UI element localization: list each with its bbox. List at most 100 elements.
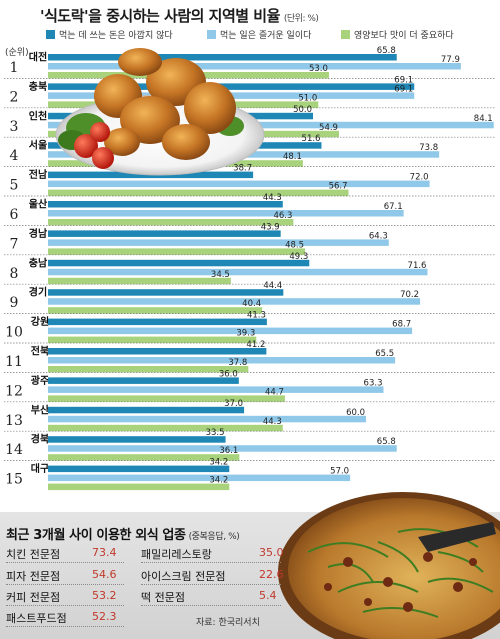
bar-series-3: [48, 424, 283, 432]
unit-label: (단위: %): [283, 14, 319, 24]
region-label: 충남: [29, 256, 48, 269]
bar-series-3: [48, 219, 294, 226]
bar-series-2: [48, 63, 461, 70]
rank-number: 9: [10, 295, 19, 311]
legend-swatch-3: [341, 29, 350, 39]
region-label: 전북: [31, 345, 49, 358]
value-label: 34.2: [209, 458, 228, 468]
bar-series-1: [48, 83, 415, 90]
value-label: 65.8: [377, 46, 396, 56]
bar-series-1: [48, 406, 245, 414]
value-label: 50.0: [293, 105, 312, 115]
value-label: 54.9: [319, 123, 338, 133]
bar-series-3: [48, 454, 240, 461]
bar-series-1: [48, 201, 283, 208]
value-label: 64.3: [369, 231, 388, 241]
bar-series-2: [48, 327, 413, 335]
restaurant-item: 치킨 전문점 73.4: [6, 546, 117, 562]
bar-series-1: [48, 318, 267, 326]
value-label: 51.6: [302, 134, 321, 144]
row-divider: [6, 605, 124, 606]
bar-series-1: [48, 377, 239, 384]
bar-series-1: [48, 54, 397, 61]
bar-series-2: [48, 298, 421, 305]
region-label: 대전: [29, 51, 47, 64]
bar-series-1: [48, 436, 226, 443]
region-label: 경기: [29, 286, 47, 299]
rank-number: 6: [10, 207, 19, 223]
restaurant-item: 패밀리레스토랑 35.0: [141, 546, 284, 562]
rank-number: 14: [5, 442, 23, 458]
restaurant-name: 피자 전문점: [6, 570, 61, 583]
value-label: 48.1: [283, 152, 302, 162]
value-label: 44.3: [263, 417, 282, 427]
value-label: 53.0: [309, 64, 328, 74]
value-label: 65.5: [375, 349, 394, 359]
region-label: 충북: [29, 80, 47, 93]
value-label: 40.4: [242, 299, 261, 309]
value-label: 39.3: [236, 329, 255, 339]
bar-series-1: [48, 465, 230, 473]
rank-number: 3: [10, 119, 19, 135]
value-label: 63.3: [364, 378, 383, 388]
bar-series-1: [48, 348, 267, 355]
row-divider: [6, 584, 124, 585]
value-label: 60.0: [346, 408, 365, 418]
restaurant-item: 커피 전문점 53.2: [6, 589, 117, 605]
restaurant-item: 피자 전문점 54.6: [6, 568, 117, 584]
bar-series-2: [48, 445, 397, 452]
pizza-illustration: [278, 492, 500, 639]
legend-item-1: 먹는 데 쓰는 돈은 아깝지 않다: [46, 27, 173, 41]
rank-number: 15: [5, 472, 23, 488]
row-divider: [141, 605, 281, 606]
value-label: 84.1: [474, 114, 493, 124]
bar-series-3: [48, 336, 257, 344]
value-label: 65.8: [377, 437, 396, 447]
restaurant-value: 53.2: [92, 589, 117, 602]
value-label: 72.0: [410, 173, 429, 183]
restaurant-name: 커피 전문점: [6, 591, 61, 604]
rank-header: (순위): [5, 48, 29, 58]
restaurant-name: 아이스크림 전문점: [141, 570, 226, 583]
value-label: 37.8: [228, 358, 247, 368]
region-label: 부산: [31, 403, 50, 416]
value-label: 37.0: [224, 399, 243, 409]
region-label: 강원: [31, 315, 49, 328]
restaurant-name: 치킨 전문점: [6, 548, 61, 561]
rank-number: 2: [10, 89, 19, 105]
bar-series-1: [48, 259, 310, 267]
bar-series-2: [48, 180, 430, 188]
value-label: 44.4: [263, 281, 282, 291]
value-label: 68.7: [392, 320, 411, 330]
bar-series-2: [48, 239, 389, 246]
rank-number: 4: [10, 148, 19, 164]
restaurant-name: 패스트푸드점: [6, 612, 67, 625]
bar-series-3: [48, 189, 349, 197]
rank-number: 1: [10, 60, 19, 76]
legend-swatch-1: [46, 29, 55, 39]
value-label: 38.7: [233, 164, 252, 174]
bar-series-2: [48, 474, 351, 482]
rank-number: 11: [5, 354, 23, 370]
restaurant-item: 패스트푸드점 52.3: [6, 610, 117, 626]
bar-series-3: [48, 277, 231, 285]
value-label: 71.6: [408, 261, 427, 271]
restaurant-item: 아이스크림 전문점 22.6: [141, 568, 284, 584]
source-note: 자료: 한국리서치: [196, 618, 260, 628]
region-label: 전남: [29, 168, 48, 181]
value-label: 73.8: [419, 143, 438, 153]
restaurant-value: 35.0: [259, 546, 284, 559]
restaurant-unit: (중복응답, %): [188, 532, 240, 542]
region-label: 광주: [31, 375, 49, 387]
fried-chicken-illustration: [55, 48, 265, 176]
value-label: 44.7: [265, 387, 284, 397]
rank-number: 7: [10, 236, 19, 252]
bar-series-1: [48, 289, 284, 296]
legend-item-2: 먹는 일은 즐거운 일이다: [207, 27, 311, 41]
value-label: 34.5: [211, 270, 230, 280]
value-label: 49.3: [289, 252, 308, 262]
rank-number: 12: [5, 383, 23, 399]
restaurant-name: 떡 전문점: [141, 591, 185, 604]
bar-series-3: [48, 483, 230, 491]
bar-series-2: [48, 210, 404, 217]
